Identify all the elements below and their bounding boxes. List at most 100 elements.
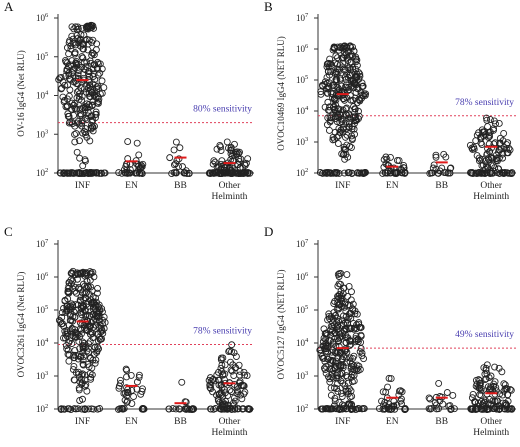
data-point bbox=[239, 164, 247, 172]
category-label: INF bbox=[335, 181, 350, 191]
data-point bbox=[84, 70, 92, 78]
data-point bbox=[440, 150, 448, 158]
data-point bbox=[482, 375, 490, 383]
data-point bbox=[347, 373, 355, 381]
data-point bbox=[322, 362, 330, 370]
data-point bbox=[67, 406, 75, 414]
data-point bbox=[81, 290, 89, 298]
data-point bbox=[493, 397, 501, 405]
data-point bbox=[63, 67, 71, 75]
data-point bbox=[67, 45, 75, 53]
data-point bbox=[398, 166, 406, 174]
data-point bbox=[431, 399, 439, 407]
data-point bbox=[352, 332, 360, 340]
data-point bbox=[475, 384, 483, 392]
data-point bbox=[63, 305, 71, 313]
data-point bbox=[320, 364, 328, 372]
data-point bbox=[344, 390, 352, 398]
data-point bbox=[480, 132, 488, 140]
data-point bbox=[489, 397, 497, 405]
data-point bbox=[85, 348, 93, 356]
data-point bbox=[327, 89, 335, 97]
data-point bbox=[331, 397, 339, 405]
data-point bbox=[65, 278, 73, 286]
data-point bbox=[217, 364, 225, 372]
data-point bbox=[128, 400, 136, 407]
data-point bbox=[494, 165, 502, 173]
data-point bbox=[499, 399, 507, 407]
data-point bbox=[84, 360, 92, 368]
data-point bbox=[79, 162, 87, 170]
data-point bbox=[381, 402, 389, 410]
data-point bbox=[89, 123, 97, 131]
data-point bbox=[345, 118, 353, 126]
data-point bbox=[491, 363, 499, 371]
data-point bbox=[344, 379, 352, 387]
data-point bbox=[436, 393, 444, 400]
data-point bbox=[83, 133, 91, 141]
y-tick-label: 106 bbox=[36, 271, 49, 282]
panel-b: B 102 103 104 105 106 107 OVOC10469 IgG4 (NET R… bbox=[264, 0, 516, 202]
data-point bbox=[481, 398, 488, 406]
data-point bbox=[473, 380, 481, 388]
data-point bbox=[75, 37, 83, 45]
data-point bbox=[89, 36, 97, 44]
data-point bbox=[72, 58, 80, 65]
data-point bbox=[487, 167, 495, 175]
data-point bbox=[500, 387, 508, 395]
data-point bbox=[335, 399, 343, 406]
data-point bbox=[212, 405, 219, 412]
data-point bbox=[76, 397, 84, 404]
data-point bbox=[123, 366, 131, 374]
data-point bbox=[240, 390, 248, 398]
data-point bbox=[503, 385, 511, 393]
data-point bbox=[173, 169, 180, 177]
data-point bbox=[356, 365, 364, 373]
data-point bbox=[231, 405, 239, 413]
data-point bbox=[64, 346, 72, 354]
data-point bbox=[96, 312, 104, 320]
data-point bbox=[79, 338, 87, 346]
data-point bbox=[338, 389, 345, 397]
data-point bbox=[228, 341, 236, 349]
data-point bbox=[80, 31, 88, 39]
data-point bbox=[378, 397, 386, 405]
data-point bbox=[355, 362, 363, 370]
data-point bbox=[222, 402, 230, 410]
data-point bbox=[347, 365, 355, 373]
data-point bbox=[78, 405, 86, 413]
data-point bbox=[334, 140, 342, 148]
data-point bbox=[130, 393, 137, 401]
data-point bbox=[94, 85, 102, 92]
data-point bbox=[230, 372, 238, 379]
data-point bbox=[85, 283, 93, 291]
data-point bbox=[82, 294, 90, 302]
data-point bbox=[77, 304, 85, 312]
data-point bbox=[81, 128, 89, 135]
data-point bbox=[206, 384, 214, 392]
data-point bbox=[81, 104, 89, 112]
data-point bbox=[471, 398, 479, 405]
data-point bbox=[205, 376, 213, 384]
data-point bbox=[473, 152, 481, 159]
data-point bbox=[176, 144, 184, 152]
data-point bbox=[233, 150, 241, 158]
data-point bbox=[90, 51, 98, 59]
data-point bbox=[83, 282, 91, 290]
data-point bbox=[57, 405, 65, 413]
data-point bbox=[351, 109, 359, 116]
data-point bbox=[348, 400, 356, 408]
data-point bbox=[115, 169, 123, 177]
data-point bbox=[323, 168, 331, 176]
data-point bbox=[118, 405, 125, 413]
data-point bbox=[317, 88, 325, 96]
data-point bbox=[342, 354, 350, 362]
data-point bbox=[208, 169, 216, 177]
category-label: BB bbox=[174, 417, 187, 427]
data-point bbox=[135, 151, 143, 159]
data-point bbox=[506, 146, 514, 154]
data-point bbox=[470, 145, 478, 153]
data-point bbox=[65, 69, 73, 77]
data-point bbox=[137, 164, 144, 172]
data-point bbox=[81, 282, 89, 290]
